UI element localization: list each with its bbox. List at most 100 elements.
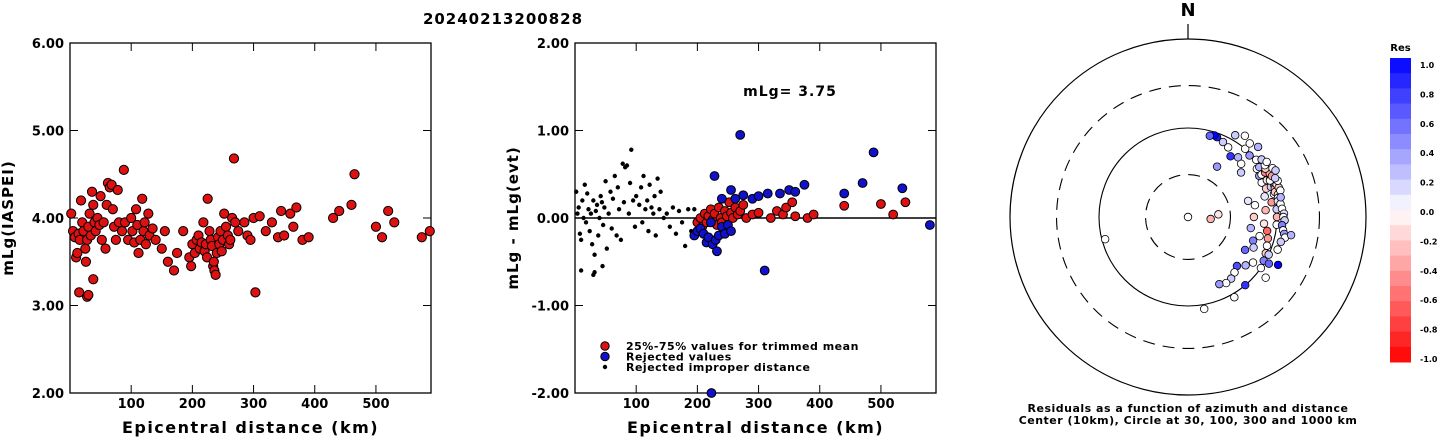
x-tick-label: 200 (684, 397, 711, 412)
data-point (624, 163, 630, 168)
x-axis-label: Epicentral distance (km) (122, 418, 379, 437)
data-point (897, 183, 908, 194)
data-point (275, 205, 287, 217)
data-point (88, 274, 99, 285)
mlg-annotation: mLg= 3.75 (743, 84, 837, 100)
data-point (147, 223, 158, 234)
data-point (735, 129, 746, 140)
station-point (1249, 212, 1259, 222)
colorbar-tick-label: 0.6 (1420, 120, 1435, 129)
station-point (1206, 214, 1215, 224)
data-point (245, 234, 256, 245)
data-point (208, 256, 219, 267)
data-point (383, 205, 394, 217)
station-point (1241, 280, 1250, 290)
data-point (583, 220, 589, 225)
data-point (637, 202, 642, 208)
data-point (107, 204, 118, 215)
data-point (646, 228, 651, 234)
data-point (225, 234, 236, 245)
data-point (868, 147, 879, 158)
data-point (641, 173, 646, 179)
data-point (143, 208, 154, 219)
data-point (156, 243, 167, 254)
data-point (753, 191, 764, 202)
data-point (775, 188, 785, 199)
station-point (1240, 245, 1250, 255)
data-point (839, 188, 850, 199)
data-point (632, 224, 638, 229)
y-tick-label: 4.00 (32, 212, 64, 227)
data-point (618, 237, 624, 243)
colorbar-segment (1390, 286, 1411, 302)
data-point (620, 161, 625, 166)
data-point (230, 217, 241, 228)
data-point (159, 226, 170, 237)
data-point (279, 230, 290, 241)
data-point (712, 246, 722, 257)
data-point (210, 269, 221, 280)
station-point (1261, 273, 1270, 282)
data-point (346, 199, 357, 210)
y-tick-label: 1.00 (537, 125, 569, 140)
data-point (168, 265, 180, 276)
y-tick-label: -1.00 (532, 300, 569, 315)
colorbar-segment (1390, 164, 1411, 181)
data-point (288, 221, 299, 232)
data-point (658, 189, 663, 194)
station-point (1248, 258, 1258, 267)
data-point (596, 233, 601, 238)
legend-marker (602, 364, 608, 370)
y-tick-label: 2.00 (32, 387, 64, 402)
station-point (1100, 235, 1110, 244)
x-tick-label: 400 (806, 397, 833, 412)
data-point (706, 388, 717, 398)
residual-panel: 100 200 300 400 500 -2.00 -1.00 0.00 1.00 2.00 Epi… (504, 37, 937, 437)
data-point (86, 186, 98, 197)
data-point (72, 247, 83, 259)
colorbar-tick-label: 0.0 (1420, 208, 1435, 217)
data-point (171, 247, 183, 259)
station-point (1245, 139, 1254, 148)
data-point (592, 270, 597, 275)
station-point (1233, 153, 1243, 162)
colorbar-tick-label: -0.2 (1420, 237, 1437, 246)
colorbar-title: Res (1390, 43, 1410, 54)
data-point (133, 247, 144, 259)
data-point (692, 207, 697, 212)
data-point (96, 234, 107, 245)
y-axis-label: mLg(IASPEI) (0, 160, 17, 275)
station-point (1259, 219, 1269, 228)
station-point (1214, 210, 1223, 219)
data-point (651, 211, 656, 216)
station-point (1262, 157, 1271, 167)
legend-label: Rejected values (626, 351, 732, 364)
station-point (1255, 231, 1264, 241)
data-point (389, 217, 400, 228)
data-point (88, 199, 99, 210)
data-point (615, 185, 621, 190)
data-point (638, 185, 644, 190)
station-point (1212, 162, 1222, 171)
data-point (112, 184, 123, 196)
y-tick-label: -2.00 (532, 387, 569, 402)
data-point (581, 215, 586, 221)
station-point (1249, 243, 1258, 252)
data-point (220, 221, 232, 232)
colorbar-segment (1390, 210, 1411, 226)
station-point (1241, 144, 1250, 154)
data-point (604, 246, 610, 251)
data-point (594, 202, 600, 208)
data-point (150, 234, 161, 245)
station-point (1236, 168, 1246, 177)
station-point (1218, 137, 1228, 147)
colorbar-segment (1390, 255, 1411, 272)
mlg-iaspei-panel: 100 200 300 400 500 2.00 3.00 4.00 5.00 6.00 Epice… (0, 37, 435, 437)
station-point (1183, 212, 1193, 222)
data-point (667, 224, 673, 229)
x-tick-label: 100 (118, 397, 145, 412)
data-point (178, 226, 189, 237)
colorbar-segment (1390, 103, 1411, 120)
data-point (334, 205, 345, 217)
data-point (598, 193, 603, 199)
